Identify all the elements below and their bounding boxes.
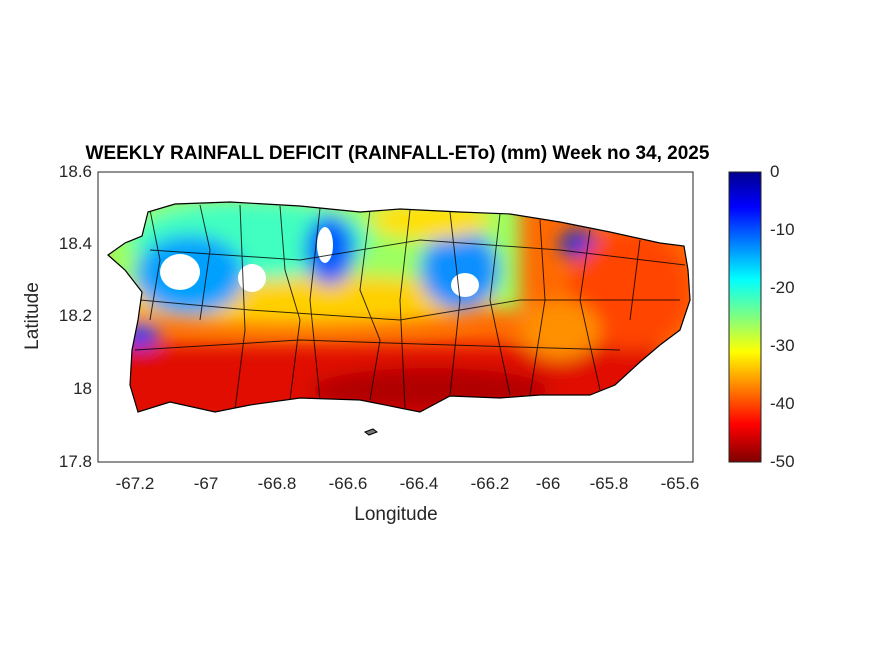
x-tick: -66	[535, 474, 561, 493]
y-tick: 18.6	[58, 162, 92, 181]
chart-title: WEEKLY RAINFALL DEFICIT (RAINFALL-ETo) (…	[85, 143, 710, 164]
y-tick: 17.8	[58, 452, 92, 471]
colorbar-tick: -30	[770, 336, 795, 355]
x-axis-label: Longitude	[354, 504, 438, 525]
municipality-boundaries	[134, 204, 686, 411]
x-tick: -66.8	[257, 474, 297, 493]
caja-de-muertos-island	[363, 428, 379, 436]
x-tick: -66.2	[470, 474, 510, 493]
x-tick: -66.6	[328, 474, 368, 493]
colorbar-tick: 0	[770, 162, 780, 181]
colorbar-tick: -10	[770, 220, 795, 239]
colorbar	[728, 171, 762, 463]
x-tick: -65.6	[660, 474, 700, 493]
y-tick: 18.4	[58, 234, 92, 253]
x-tick: -67.2	[115, 474, 155, 493]
colorbar-tick: -50	[770, 452, 795, 471]
y-axis-label: Latitude	[22, 282, 43, 350]
island-outline	[107, 201, 691, 413]
y-tick: 18.2	[58, 306, 92, 325]
colorbar-tick: -40	[770, 394, 795, 413]
x-tick: -67	[193, 474, 219, 493]
colorbar-tick: -20	[770, 278, 795, 297]
y-tick: 18	[73, 379, 92, 398]
x-tick: -65.8	[589, 474, 629, 493]
x-tick: -66.4	[399, 474, 439, 493]
